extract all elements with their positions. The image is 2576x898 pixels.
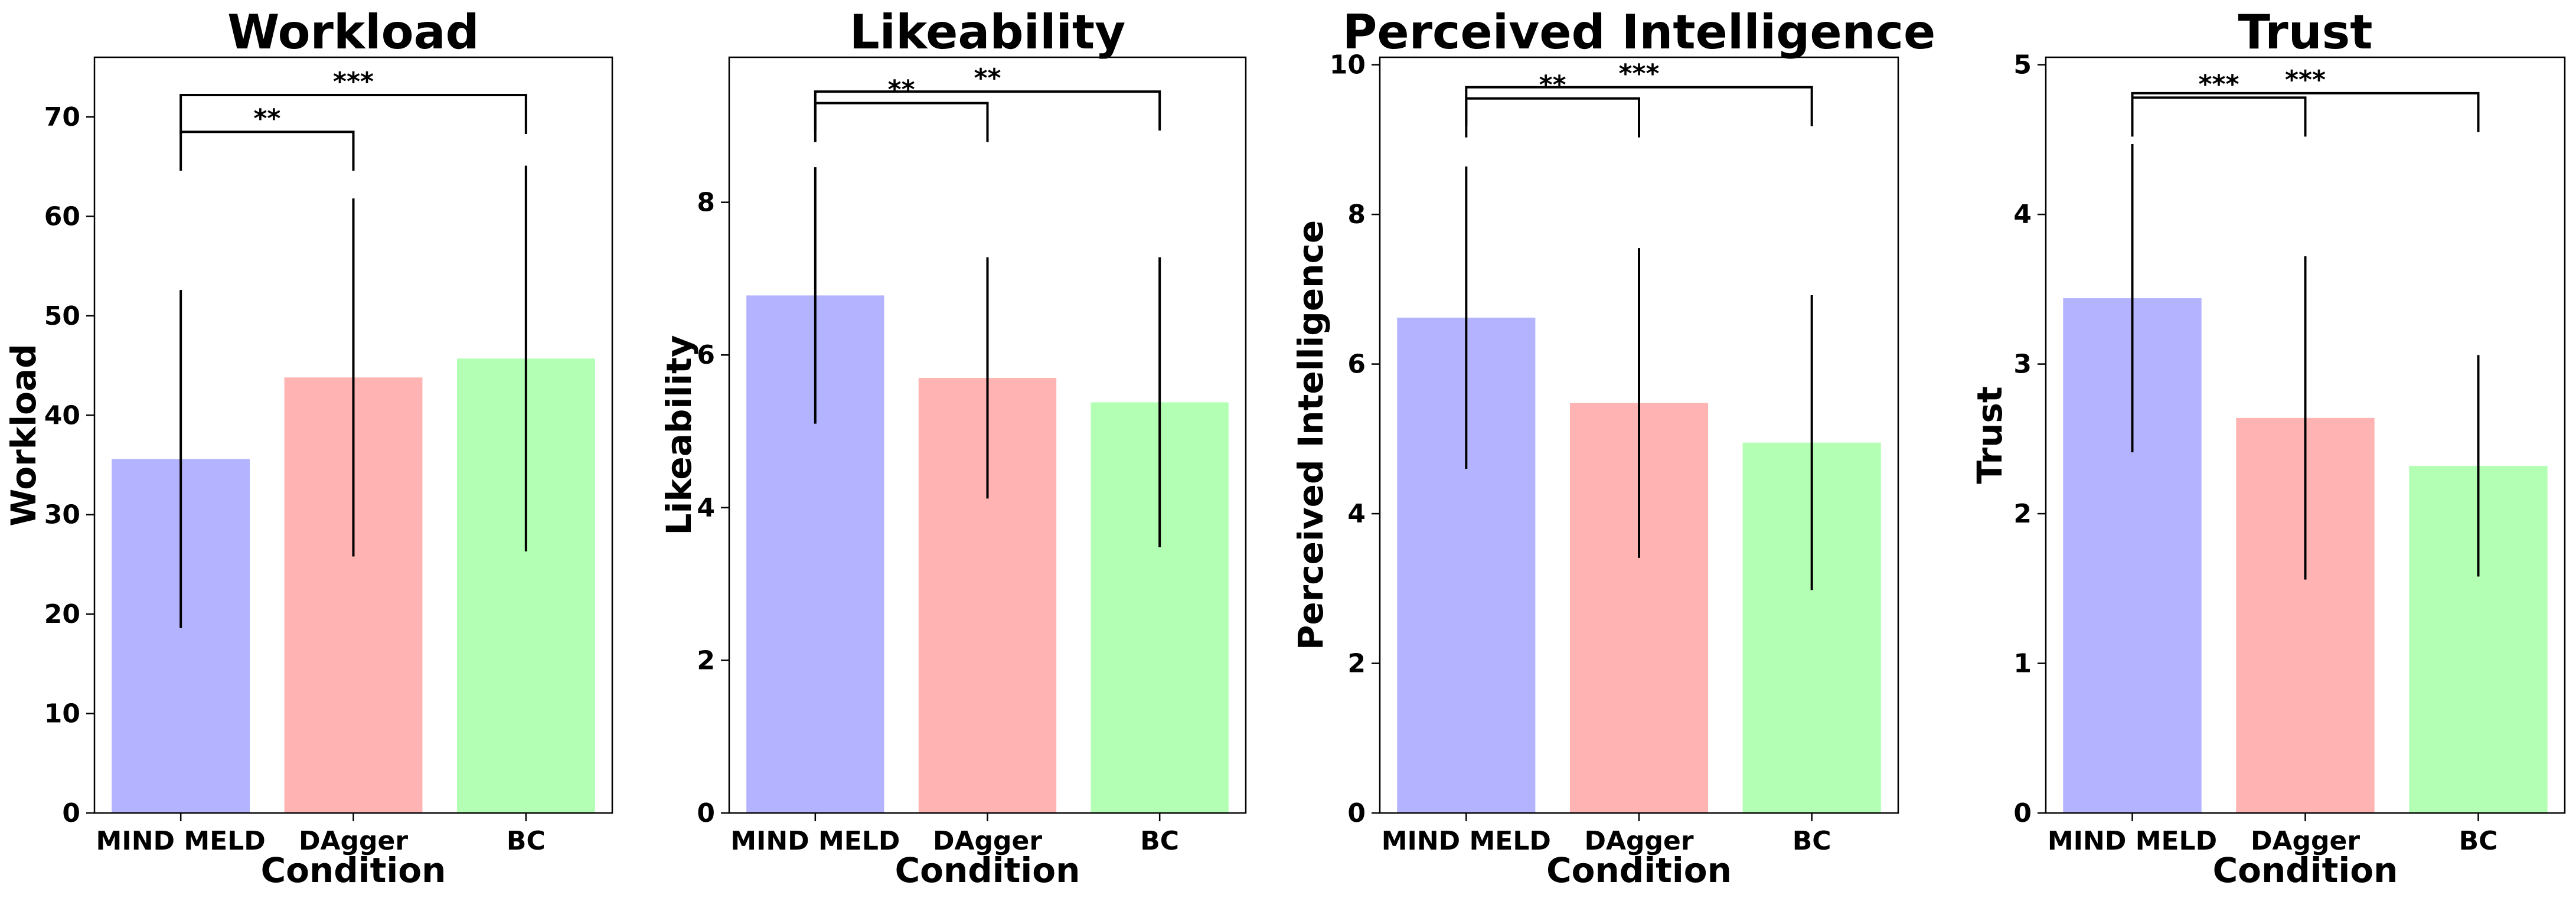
- x-axis-label: Condition: [1546, 850, 1732, 890]
- x-tick-label: MIND MELD: [2048, 826, 2217, 856]
- chart-title: Perceived Intelligence: [1343, 5, 1936, 60]
- significance-bracket: [814, 102, 989, 142]
- x-tick-label: BC: [2459, 826, 2498, 856]
- y-tick-label: 0: [62, 798, 80, 828]
- y-tick-label: 1: [2013, 649, 2032, 679]
- y-tick-label: 8: [697, 188, 715, 218]
- y-tick-label: 8: [1347, 200, 1366, 230]
- x-axis-label: Condition: [895, 850, 1080, 890]
- significance-bracket: [1465, 86, 1813, 126]
- y-tick-label: 4: [697, 493, 715, 523]
- chart-title: Likeability: [850, 5, 1126, 60]
- y-tick-label: 50: [44, 301, 80, 331]
- x-tick-label: MIND MELD: [730, 826, 900, 856]
- y-axis-label: Likeability: [659, 335, 699, 535]
- significance-label: **: [253, 103, 280, 133]
- y-tick-label: 60: [44, 201, 80, 231]
- significance-bracket: [1465, 97, 1640, 138]
- y-tick-label: 20: [44, 599, 80, 629]
- significance-label: **: [1539, 70, 1566, 100]
- significance-label: ***: [2198, 69, 2239, 99]
- chart-panel-4: *** *** 0 1 2 3 4 5 MIND MELD DAgger BC Trust Condit…: [1970, 5, 2566, 890]
- significance-label: **: [974, 63, 1001, 93]
- x-tick-label: BC: [507, 826, 546, 856]
- y-tick-label: 5: [2013, 50, 2032, 80]
- y-tick-label: 40: [44, 400, 80, 430]
- y-axis-label: Workload: [4, 344, 44, 526]
- y-tick-label: 0: [2013, 798, 2032, 828]
- y-tick-label: 2: [1347, 649, 1366, 679]
- y-axis-label: Trust: [1970, 386, 2010, 484]
- y-tick-label: 10: [44, 699, 80, 729]
- significance-bracket: [2131, 92, 2480, 132]
- y-tick-label: 70: [44, 102, 80, 132]
- x-tick-label: DAgger: [2251, 826, 2360, 856]
- significance-label: ***: [1618, 59, 1659, 89]
- y-tick-label: 4: [2013, 200, 2032, 230]
- y-tick-label: 3: [2013, 350, 2032, 380]
- y-tick-label: 2: [697, 645, 715, 675]
- significance-label: ***: [2285, 65, 2326, 95]
- y-tick-label: 6: [697, 340, 715, 370]
- y-tick-label: 30: [44, 500, 80, 530]
- y-tick-label: 6: [1347, 350, 1366, 380]
- significance-bracket: [179, 130, 355, 171]
- significance-bracket: [179, 94, 527, 134]
- x-axis-label: Condition: [261, 850, 446, 890]
- significance-label: ***: [333, 67, 374, 97]
- chart-title: Trust: [2238, 5, 2372, 60]
- x-tick-label: DAgger: [933, 826, 1042, 856]
- chart-panel-2: ** ** 0 2 4 6 8 MIND MELD DAgger BC Likeability Con…: [659, 5, 1247, 890]
- x-tick-label: BC: [1793, 826, 1831, 856]
- y-tick-label: 2: [2013, 499, 2032, 529]
- y-tick-label: 4: [1347, 499, 1366, 529]
- significance-bracket: [2131, 96, 2307, 137]
- x-tick-label: DAgger: [299, 826, 408, 856]
- y-tick-label: 0: [697, 798, 715, 828]
- y-tick-label: 10: [1330, 50, 1366, 80]
- x-tick-label: MIND MELD: [1382, 826, 1551, 856]
- x-axis-label: Condition: [2213, 850, 2398, 890]
- y-axis-label: Perceived Intelligence: [1291, 220, 1331, 650]
- chart-title: Workload: [227, 5, 479, 60]
- x-tick-label: MIND MELD: [96, 826, 266, 856]
- y-tick-label: 0: [1347, 798, 1366, 828]
- x-tick-label: DAgger: [1584, 826, 1693, 856]
- significance-label: **: [888, 75, 915, 105]
- x-tick-label: BC: [1140, 826, 1179, 856]
- significance-bracket: [814, 90, 1161, 131]
